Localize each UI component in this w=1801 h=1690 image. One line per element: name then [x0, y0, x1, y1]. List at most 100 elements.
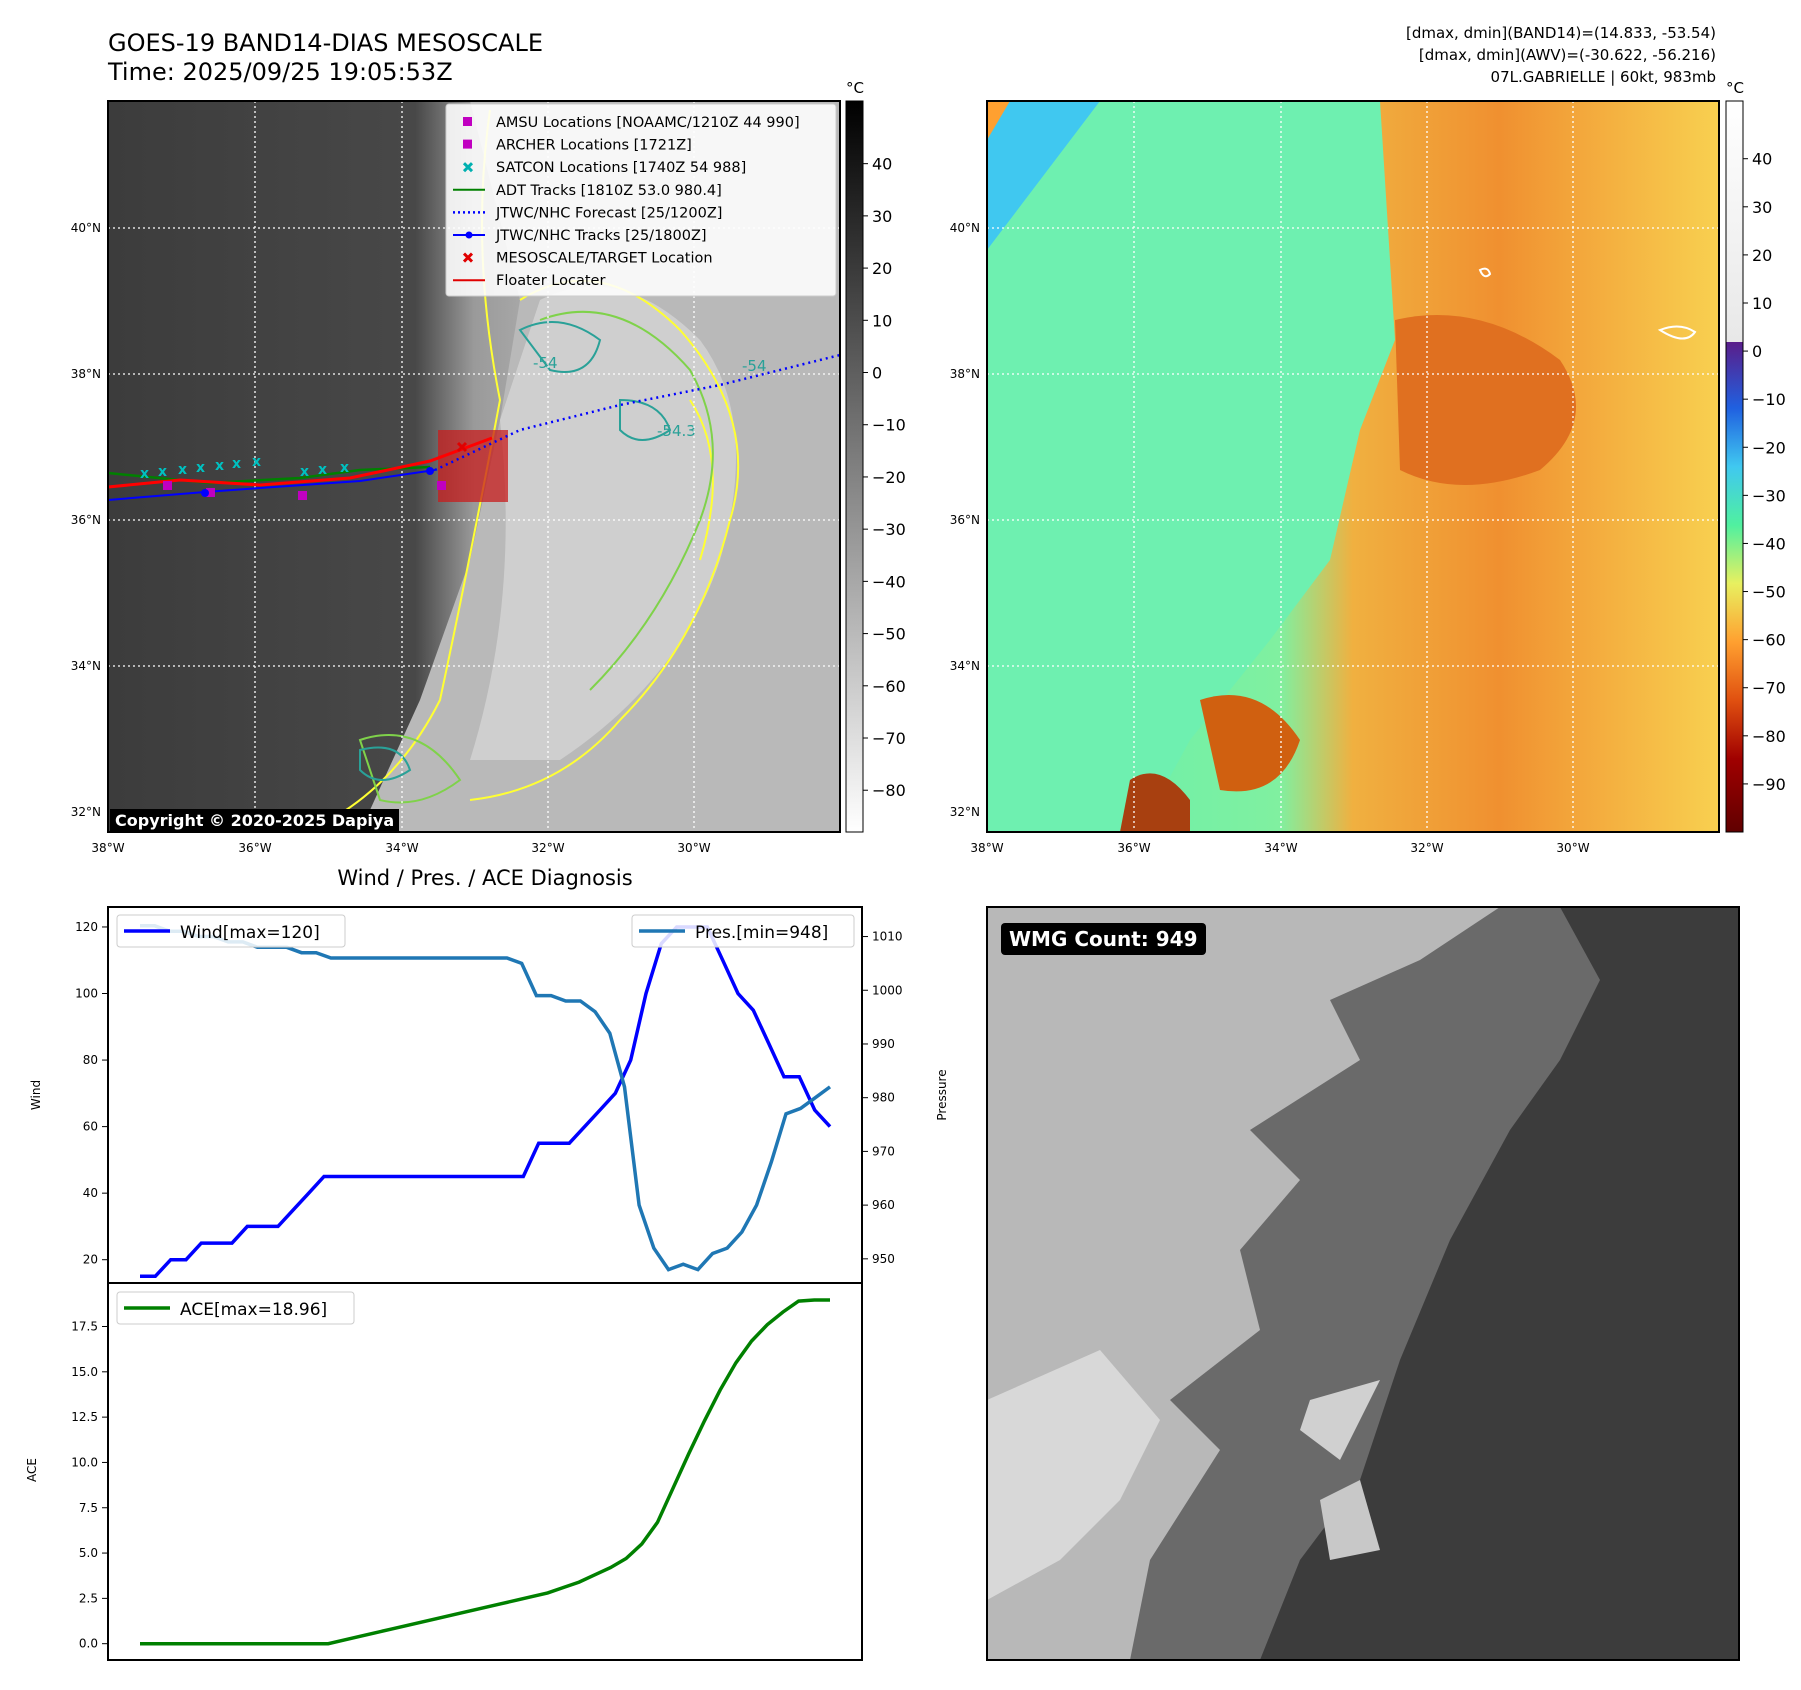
- svg-text:34°W: 34°W: [385, 841, 418, 855]
- colorbar-tick-label: −20: [872, 468, 906, 487]
- ace-legend: ACE[max=18.96]: [116, 1291, 355, 1325]
- svg-text:38°N: 38°N: [71, 367, 101, 381]
- axis-tick-label: 5.0: [79, 1546, 98, 1560]
- legend-entry: Floater Locater: [453, 273, 605, 289]
- svg-text:x: x: [215, 458, 224, 474]
- axis-tick-label: 980: [872, 1091, 895, 1105]
- axis-tick-label: 120: [75, 920, 98, 934]
- color-colorbar-ticks: 40 30 20 10 0 −10 −20 −30 −40 −50 −60 −70 −80 −90: [1743, 150, 1786, 794]
- diagnosis-title: Wind / Pres. / ACE Diagnosis: [337, 866, 632, 890]
- legend-entry: JTWC/NHC Tracks [25/1800Z]: [453, 228, 707, 244]
- legend-square-icon: [463, 139, 472, 149]
- svg-text:34°W: 34°W: [1264, 841, 1297, 855]
- colorbar-tick-label: 40: [1752, 150, 1772, 169]
- svg-text:34°N: 34°N: [950, 659, 980, 673]
- wind-legend-label: Wind[max=120]: [180, 923, 320, 943]
- svg-text:36°W: 36°W: [1117, 841, 1150, 855]
- axis-tick-label: 20: [83, 1253, 98, 1267]
- gray-colorbar: [845, 100, 864, 833]
- colorbar-tick-label: 10: [1752, 294, 1772, 313]
- info-awv: [dmax, dmin](AWV)=(-30.622, -56.216): [1419, 46, 1716, 64]
- svg-text:38°W: 38°W: [91, 841, 124, 855]
- svg-text:32°N: 32°N: [950, 805, 980, 819]
- pressure-axis-label: Pressure: [935, 1069, 949, 1120]
- colorbar-tick-label: −60: [1752, 631, 1786, 650]
- amsu-marker: [163, 481, 172, 490]
- wind-axis-ticks: 20 40 60 80 100 120: [75, 920, 108, 1267]
- color-colorbar-unit: °C: [1726, 79, 1744, 97]
- legend-label: SATCON Locations [1740Z 54 988]: [496, 160, 746, 176]
- ir-map-frame: [107, 100, 841, 833]
- axis-tick-label: 2.5: [79, 1591, 98, 1605]
- legend-square-icon: [463, 117, 472, 126]
- moist-region: [1120, 773, 1190, 832]
- colorbar-tick-label: −50: [1752, 583, 1786, 602]
- info-band14: [dmax, dmin](BAND14)=(14.833, -53.54): [1406, 24, 1716, 42]
- legend-entry: JTWC/NHC Forecast [25/1200Z]: [453, 205, 722, 221]
- colorbar-tick-label: −50: [872, 625, 906, 644]
- axis-tick-label: 1000: [872, 983, 903, 997]
- colorbar-tick-label: −20: [1752, 438, 1786, 457]
- contour-label: -54: [533, 354, 558, 372]
- svg-text:40°N: 40°N: [71, 221, 101, 235]
- legend-dot-icon: [465, 231, 473, 239]
- axis-tick-label: 17.5: [71, 1320, 98, 1334]
- awv-map-frame: [986, 100, 1720, 833]
- svg-text:32°W: 32°W: [531, 841, 564, 855]
- legend-label: JTWC/NHC Tracks [25/1800Z]: [495, 228, 707, 244]
- svg-text:x: x: [140, 466, 149, 482]
- legend-entry: ARCHER Locations [1721Z]: [463, 138, 692, 154]
- jtwc-track-line: [108, 469, 436, 501]
- legend-label: ADT Tracks [1810Z 53.0 980.4]: [496, 183, 722, 199]
- axis-tick-label: 950: [872, 1252, 895, 1266]
- axis-tick-label: 12.5: [71, 1410, 98, 1424]
- pressure-legend: Pres.[min=948]: [631, 914, 855, 948]
- wmg-panel: [987, 907, 1739, 1660]
- colorbar-tick-label: 10: [872, 311, 892, 330]
- svg-text:x: x: [196, 460, 205, 476]
- ace-axes: [107, 1282, 863, 1661]
- colorbar-tick-label: −90: [1752, 775, 1786, 794]
- figure-time: Time: 2025/09/25 19:05:53Z: [107, 58, 453, 86]
- ace-axis-ticks: 0.0 2.5 5.0 7.5 10.0 12.5 15.0 17.5: [71, 1320, 108, 1651]
- axis-tick-label: 15.0: [71, 1365, 98, 1379]
- info-storm: 07L.GABRIELLE | 60kt, 983mb: [1491, 68, 1716, 86]
- colorbar-tick-label: 20: [1752, 246, 1772, 265]
- svg-text:x: x: [158, 464, 167, 480]
- awv-gridlines: [987, 101, 1719, 832]
- awv-map-panel: [987, 101, 1719, 832]
- ace-axis-label: ACE: [25, 1458, 39, 1482]
- colorbar-tick-label: −10: [1752, 390, 1786, 409]
- colorbar-tick-label: −70: [1752, 679, 1786, 698]
- colorbar-tick-label: 20: [872, 259, 892, 278]
- colorbar-tick-label: 40: [872, 155, 892, 174]
- ir-lat-labels: 40°N 38°N 36°N 34°N 32°N: [71, 221, 101, 819]
- jtwc-track-point: [201, 489, 209, 497]
- axis-tick-label: 990: [872, 1037, 895, 1051]
- color-colorbar: [1725, 100, 1744, 833]
- legend-label: MESOSCALE/TARGET Location: [496, 251, 713, 267]
- svg-text:x: x: [300, 464, 309, 480]
- ace-series-line: [140, 1298, 830, 1646]
- contour-label: -54.3: [657, 422, 696, 440]
- svg-text:38°W: 38°W: [970, 841, 1003, 855]
- legend-entry: SATCON Locations [1740Z 54 988]: [462, 160, 746, 176]
- awv-lat-labels: 40°N 38°N 36°N 34°N 32°N: [950, 221, 980, 819]
- awv-corner: [987, 101, 1010, 140]
- svg-text:36°N: 36°N: [71, 513, 101, 527]
- jtwc-track-point: [426, 467, 434, 475]
- colorbar-tick-label: 30: [1752, 198, 1772, 217]
- driest-air-region: [987, 101, 1100, 250]
- gray-colorbar-unit: °C: [846, 79, 864, 97]
- archer-marker: [298, 491, 307, 500]
- wmg-count-badge: WMG Count: 949: [1001, 923, 1206, 955]
- legend-x-icon: [462, 162, 474, 173]
- colorbar-tick-label: −70: [872, 729, 906, 748]
- figure-title: GOES-19 BAND14-DIAS MESOSCALE: [108, 29, 543, 57]
- svg-text:30°W: 30°W: [677, 841, 710, 855]
- mesoscale-target-box: [438, 430, 508, 502]
- svg-text:34°N: 34°N: [71, 659, 101, 673]
- colorbar-tick-label: 30: [872, 207, 892, 226]
